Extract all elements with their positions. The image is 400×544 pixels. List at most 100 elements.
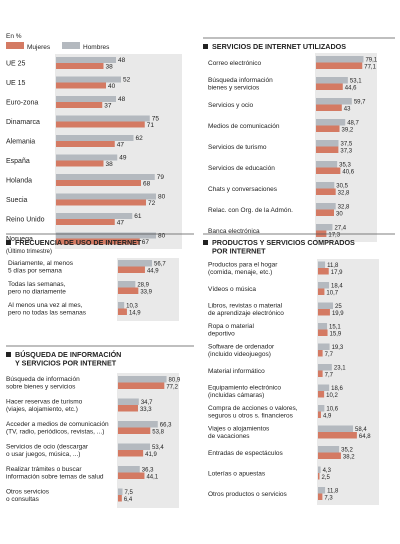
category-label: (viajes, alojamiento, etc.) (6, 406, 78, 413)
category-label: Reino Unido (6, 216, 45, 223)
bar-hombres (316, 98, 352, 105)
bar-mujeres (56, 238, 140, 245)
bar-mujeres (56, 141, 115, 147)
bar-mujeres (118, 405, 138, 412)
value-label-mujeres: 4,9 (323, 414, 332, 420)
category-label: deportivo (208, 331, 235, 338)
value-label-mujeres: 15,9 (330, 332, 342, 338)
bar-hombres (318, 261, 326, 268)
value-label-mujeres: 38,2 (343, 455, 355, 461)
value-label-hombres: 18,4 (331, 284, 343, 290)
bar-mujeres (118, 495, 122, 502)
category-label: UE 15 (6, 80, 26, 87)
category-label: (TV, radio, periódicos, revistas, ...) (6, 429, 104, 436)
category-label: Servicios de turismo (208, 144, 267, 151)
value-label-hombres: 36,3 (142, 468, 154, 474)
value-label-mujeres: 10,2 (326, 393, 338, 399)
value-label-mujeres: 43 (344, 107, 351, 113)
bar-hombres (318, 282, 330, 289)
bar-hombres (318, 384, 330, 391)
value-label-hombres: 10,6 (326, 407, 338, 413)
value-label-hombres: 34,7 (141, 400, 153, 406)
bar-hombres (318, 487, 326, 494)
bar-hombres (56, 76, 121, 83)
category-label: Suecia (6, 197, 28, 204)
bar-hombres (56, 174, 155, 180)
bar-mujeres (118, 266, 145, 273)
bar-mujeres (316, 209, 334, 216)
value-label-mujeres: 39,2 (342, 128, 354, 134)
category-label: Euro-zona (6, 99, 38, 106)
bar-mujeres (318, 288, 325, 295)
bar-mujeres (316, 146, 339, 153)
value-label-hombres: 11,8 (327, 489, 339, 495)
value-label-hombres: 10,3 (126, 304, 138, 310)
bar-hombres (56, 232, 156, 239)
category-label: de aprendizaje electrónico (208, 310, 284, 317)
legend-mujeres-label: Mujeres (27, 44, 51, 51)
category-label: Loterías o apuestas (208, 470, 266, 477)
bar-mujeres (118, 427, 151, 434)
value-label-hombres: 48 (118, 57, 126, 64)
bar-hombres (318, 425, 354, 432)
bar-hombres (118, 302, 125, 309)
value-label-hombres: 28,9 (137, 283, 149, 289)
bar-hombres (56, 213, 133, 219)
bar-panel-3 (117, 373, 179, 508)
value-label-hombres: 23,1 (334, 366, 346, 372)
value-label-hombres: 25 (335, 304, 342, 310)
category-label: Alemania (6, 138, 35, 145)
value-label-hombres: 56,7 (154, 262, 166, 268)
category-label: Servicios de educación (208, 165, 275, 172)
value-label-mujeres: 7,7 (325, 373, 334, 379)
value-label-mujeres: 67 (142, 239, 150, 246)
bar-mujeres (56, 82, 106, 89)
bar-hombres (316, 56, 364, 63)
value-label-hombres: 7,5 (125, 490, 134, 496)
value-label-hombres: 4,3 (323, 468, 332, 474)
legend-mujeres-swatch (6, 42, 24, 49)
value-label-hombres: 66,3 (160, 423, 172, 429)
category-label: Servicios y ocio (208, 102, 254, 109)
value-label-mujeres: 40,6 (342, 170, 354, 176)
category-label: Material informático (208, 368, 265, 375)
bar-mujeres (318, 329, 328, 336)
category-label: UE 25 (6, 60, 26, 67)
bar-mujeres (56, 102, 103, 108)
value-label-mujeres: 77,1 (364, 65, 376, 71)
value-label-mujeres: 17,3 (328, 233, 340, 239)
category-label: (comida, menaje, etc.) (208, 269, 272, 276)
bar-mujeres (316, 188, 336, 195)
value-label-mujeres: 6,4 (124, 497, 133, 503)
bar-hombres (56, 57, 116, 63)
bar-mujeres (316, 167, 341, 174)
category-label: seguros u otros s. financieros (208, 413, 294, 420)
value-label-hombres: 18,6 (331, 386, 343, 392)
bar-mujeres (118, 308, 127, 315)
value-label-mujeres: 77,2 (166, 385, 178, 391)
value-label-hombres: 19,3 (332, 345, 344, 351)
bar-hombres (316, 203, 336, 210)
category-label: Correo electrónico (208, 60, 261, 67)
value-label-hombres: 32,8 (338, 205, 350, 211)
section-bullet-icon (6, 240, 11, 245)
category-label: Otros servicios (6, 489, 50, 496)
legend-hombres-swatch (62, 42, 80, 49)
value-label-hombres: 35,2 (341, 448, 353, 454)
category-label: 5 días por semana (8, 268, 62, 275)
value-label-hombres: 62 (136, 135, 144, 142)
bar-mujeres (318, 391, 325, 398)
bar-hombres (318, 466, 321, 473)
bar-mujeres (318, 268, 329, 275)
value-label-mujeres: 71 (147, 122, 155, 129)
bar-mujeres (318, 411, 321, 418)
value-label-mujeres: 17,9 (331, 270, 343, 276)
category-label: Medios de comunicación (208, 123, 280, 130)
category-label: bienes y servicios (208, 85, 260, 92)
bar-hombres (318, 323, 328, 330)
value-label-hombres: 58,4 (355, 427, 367, 433)
value-label-mujeres: 47 (117, 142, 125, 149)
section-title-3: Y SERVICIOS POR INTERNET (15, 359, 117, 368)
bar-mujeres (316, 83, 343, 90)
value-label-mujeres: 14,9 (129, 311, 141, 317)
